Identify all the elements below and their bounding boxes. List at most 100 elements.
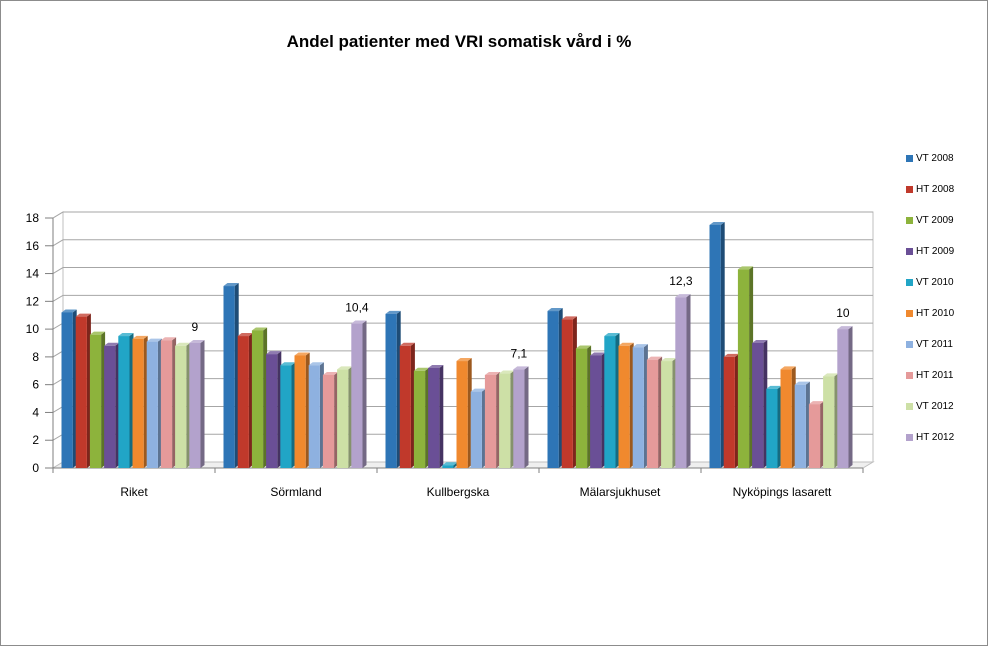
legend-item: HT 2009 [906, 246, 986, 277]
bar [709, 224, 721, 468]
bar [413, 370, 426, 468]
bar-top [646, 356, 663, 360]
bar [513, 369, 525, 468]
y-tick-label: 12 [26, 294, 40, 308]
bar-side [848, 326, 853, 468]
gridline [52, 267, 873, 274]
y-tick-label: 14 [26, 267, 40, 281]
legend-item: VT 2012 [906, 401, 986, 432]
bar-top [266, 351, 282, 355]
bar-top [794, 381, 810, 385]
bar [118, 336, 130, 468]
bar [189, 343, 201, 468]
legend-label: VT 2012 [916, 401, 954, 412]
legend-item: HT 2011 [906, 370, 986, 401]
bar-top [280, 362, 296, 366]
y-tick-label: 6 [32, 378, 39, 392]
bar-top [575, 345, 592, 349]
gridline [52, 211, 873, 219]
legend-item: HT 2010 [906, 308, 986, 339]
bar [632, 347, 644, 468]
legend-swatch [906, 155, 913, 162]
gridline [52, 294, 873, 302]
bar [794, 384, 806, 468]
bar [428, 368, 440, 468]
bar-top [428, 365, 444, 368]
bar-top [132, 335, 148, 339]
legend-label: HT 2011 [916, 370, 954, 381]
legend-label: HT 2012 [916, 432, 955, 443]
legend-swatch [906, 434, 913, 441]
y-tick-label: 0 [32, 461, 39, 475]
bar-top [513, 366, 529, 370]
legend-label: VT 2010 [916, 277, 954, 288]
bar-top [118, 333, 134, 337]
bar [132, 338, 144, 468]
bar-top [456, 358, 472, 362]
bar-top [308, 362, 324, 366]
bar-top [175, 342, 191, 346]
bar [160, 340, 173, 468]
bar [280, 365, 292, 468]
bar-side [439, 365, 444, 468]
bar [266, 354, 278, 468]
bar-top [61, 309, 77, 313]
y-tick-label: 18 [26, 211, 40, 225]
legend-label: HT 2010 [916, 308, 955, 319]
bar-top [675, 294, 691, 298]
y-tick-label: 10 [26, 322, 40, 336]
bar [308, 365, 320, 468]
bar-top [780, 366, 796, 370]
bar-top [547, 308, 563, 312]
bar [646, 359, 659, 468]
bar-top [160, 337, 177, 341]
y-tick-label: 16 [26, 239, 40, 253]
bar [294, 355, 306, 468]
legend: VT 2008 HT 2008 VT 2009 HT 2009 VT 2010 HT 20… [906, 153, 986, 463]
bar [547, 311, 559, 468]
bar-top [251, 327, 268, 331]
legend-label: VT 2011 [916, 339, 953, 350]
bar-top [237, 333, 253, 337]
bar [723, 356, 735, 468]
legend-item: VT 2008 [906, 153, 986, 184]
bar [575, 348, 588, 468]
x-tick-label: Sörmland [270, 485, 321, 499]
bar [146, 341, 158, 468]
chart-title: Andel patienter med VRI somatisk vård i … [286, 32, 632, 51]
legend-swatch [906, 248, 913, 255]
bar [618, 345, 630, 468]
bar-top [604, 333, 620, 337]
bar [351, 323, 363, 468]
bar [104, 345, 116, 468]
bar [75, 316, 87, 468]
legend-item: HT 2012 [906, 432, 986, 463]
bar [337, 369, 349, 468]
bar-top [223, 283, 239, 287]
legend-swatch [906, 341, 913, 348]
bar [322, 374, 335, 468]
bar [780, 369, 792, 468]
bar [823, 376, 835, 468]
bar [604, 336, 616, 468]
legend-label: VT 2009 [916, 215, 954, 226]
legend-label: HT 2009 [916, 246, 955, 257]
bar [561, 319, 573, 468]
bar-top [399, 342, 415, 346]
bar-top [189, 340, 205, 343]
bar-top [385, 310, 401, 314]
legend-swatch [906, 217, 913, 224]
bar-top [723, 353, 739, 357]
legend-swatch [906, 279, 913, 286]
bar-top [737, 266, 754, 270]
bar [484, 374, 497, 468]
bar-top [294, 352, 310, 356]
bar-top [442, 462, 458, 466]
bar-top [351, 320, 367, 324]
legend-label: VT 2008 [916, 153, 954, 164]
bar-top [484, 371, 501, 375]
bar [385, 313, 397, 468]
bar [675, 297, 687, 468]
bar [661, 361, 673, 468]
data-label: 7,1 [511, 346, 528, 360]
